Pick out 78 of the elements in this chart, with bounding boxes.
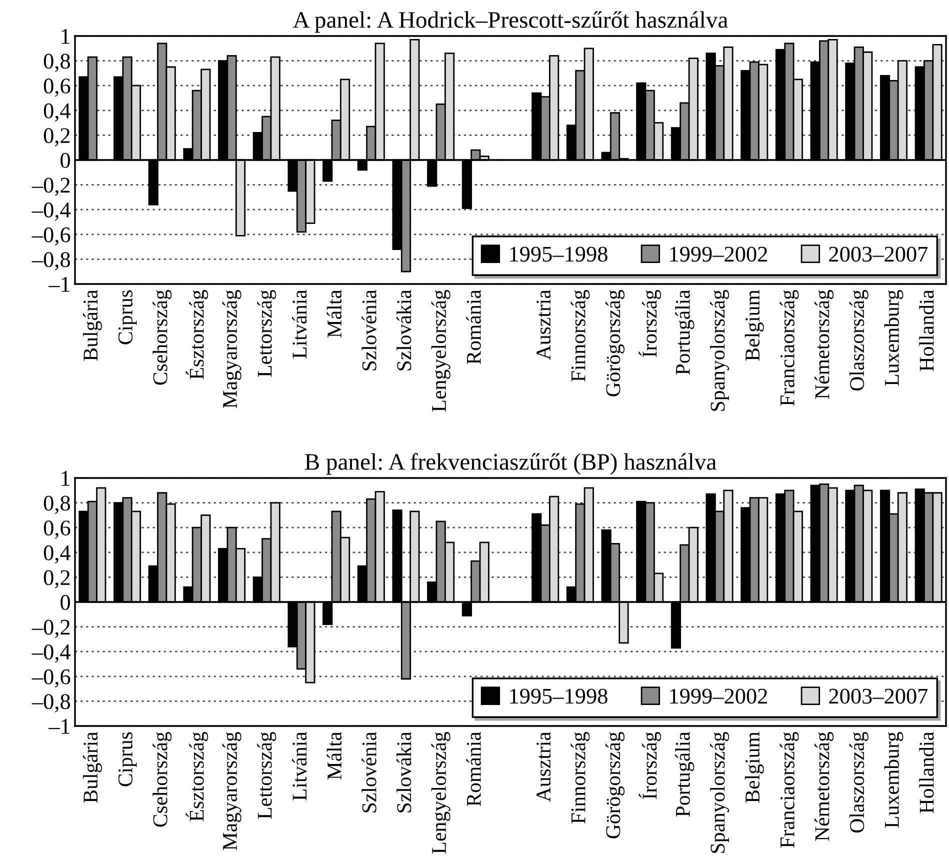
- y-tick-label: –0,8: [32, 694, 70, 712]
- y-tick-label: –0,8: [32, 252, 70, 270]
- chart-title: B panel: A frekvenciaszűrőt (BP) használva: [304, 453, 716, 475]
- x-tick-label: Franciaország: [780, 290, 799, 406]
- y-tick-label: –0,6: [32, 227, 70, 246]
- x-tick-label: Málta: [326, 290, 342, 338]
- y-tick-label: 0,8: [44, 496, 70, 514]
- x-tick-label: Szlovákia: [396, 732, 412, 812]
- x-tick-label: Hollandia: [919, 290, 934, 372]
- x-tick-label: Belgium: [744, 290, 764, 361]
- x-tick-label: Görögország: [606, 290, 625, 396]
- x-tick-label: Görögország: [606, 732, 625, 838]
- x-tick-label: Csehország: [152, 732, 172, 827]
- x-tick-label: Portugália: [675, 732, 694, 817]
- y-tick-label: –0,4: [32, 644, 70, 663]
- y-tick-label: –0,4: [32, 202, 70, 221]
- x-tick-label: Írország: [638, 732, 662, 800]
- x-tick-label: Málta: [326, 732, 342, 780]
- y-tick-label: –0,6: [32, 669, 70, 688]
- y-tick-label: –1: [48, 719, 70, 734]
- x-tick-label: Luxemburg: [884, 290, 904, 386]
- y-tick-label: 0,2: [44, 570, 70, 588]
- x-tick-label: Románia: [466, 732, 481, 806]
- chart-title: A panel: A Hodrick–Prescott-szűrőt használva: [293, 11, 728, 33]
- x-tick-label: Lengyelország: [431, 290, 450, 412]
- x-tick-label: Szlovénia: [362, 290, 376, 370]
- x-tick-label: Spanyolország: [710, 290, 730, 411]
- x-tick-label: Spanyolország: [710, 732, 730, 853]
- legend-label: 1999–2002: [670, 246, 767, 262]
- x-tick-label: Írország: [638, 290, 662, 358]
- x-tick-label: Ciprus: [118, 290, 137, 344]
- y-tick-label: –1: [48, 277, 70, 292]
- y-tick-label: 0,8: [44, 54, 70, 72]
- x-tick-label: Bulgária: [82, 290, 102, 361]
- y-tick-label: 0: [60, 152, 70, 168]
- x-tick-label: Németország: [814, 290, 834, 399]
- y-tick-label: –0,2: [32, 620, 70, 638]
- x-tick-label: Lengyelország: [431, 732, 450, 854]
- y-tick-label: 1: [62, 29, 70, 44]
- x-tick-label: Szlovákia: [396, 290, 412, 370]
- legend-label: 1995–1998: [510, 688, 608, 704]
- x-tick-label: Litvánia: [292, 732, 307, 800]
- x-tick-label: Finnország: [570, 732, 590, 824]
- y-tick-label: 0,6: [44, 78, 70, 97]
- x-tick-label: Olaszország: [849, 290, 868, 391]
- x-tick-label: Németország: [814, 732, 834, 841]
- x-tick-label: Litvánia: [292, 290, 307, 358]
- x-tick-label: Ausztria: [536, 732, 551, 802]
- x-tick-label: Luxemburg: [884, 732, 904, 828]
- y-tick-label: 0,2: [44, 128, 70, 146]
- legend-label: 2003–2007: [829, 246, 928, 262]
- y-tick-label: –0,2: [32, 178, 70, 196]
- y-tick-label: 0: [60, 594, 70, 610]
- x-tick-label: Lettország: [257, 290, 276, 377]
- x-tick-label: Magyarország: [222, 732, 242, 850]
- x-tick-label: Észtország: [186, 290, 208, 380]
- y-tick-label: 0,4: [44, 545, 70, 564]
- x-tick-label: Lettország: [257, 732, 276, 819]
- y-tick-label: 0,6: [44, 520, 70, 539]
- x-tick-label: Csehország: [152, 290, 172, 385]
- x-tick-label: Ciprus: [118, 732, 137, 786]
- x-tick-label: Románia: [466, 290, 481, 364]
- x-tick-label: Hollandia: [919, 732, 934, 814]
- x-tick-label: Magyarország: [222, 290, 242, 408]
- x-tick-label: Portugália: [675, 290, 694, 375]
- legend-label: 1999–2002: [670, 688, 767, 704]
- x-tick-label: Olaszország: [849, 732, 868, 833]
- y-tick-label: 0,4: [44, 103, 70, 122]
- y-tick-label: 1: [62, 471, 70, 486]
- x-tick-label: Belgium: [744, 732, 764, 803]
- x-tick-label: Finnország: [570, 290, 590, 382]
- legend-label: 1995–1998: [510, 246, 608, 262]
- x-tick-label: Szlovénia: [362, 732, 376, 812]
- x-tick-label: Bulgária: [82, 732, 102, 803]
- x-tick-label: Ausztria: [536, 290, 551, 360]
- x-tick-label: Franciaország: [780, 732, 799, 848]
- x-tick-label: Észtország: [186, 732, 208, 822]
- legend-label: 2003–2007: [829, 688, 928, 704]
